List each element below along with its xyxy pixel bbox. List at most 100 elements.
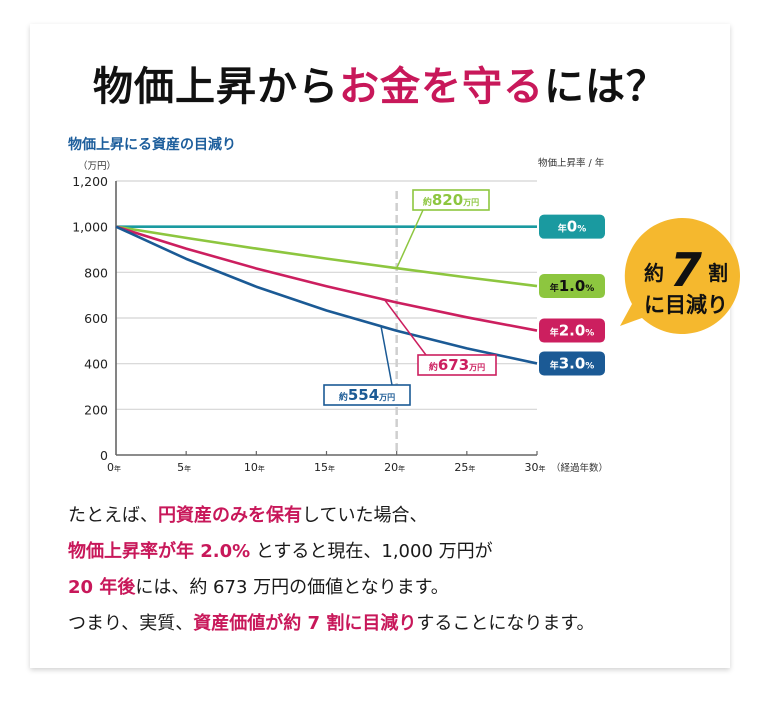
series-line-2: [115, 225, 538, 332]
x-tick-value: 5: [177, 461, 184, 474]
annotation-box: [323, 384, 411, 406]
y-tick-label: 800: [84, 265, 108, 280]
bubble-number: 7: [670, 243, 702, 297]
plain-text: には、約 673 万円の価値となります。: [135, 577, 449, 598]
plain-text: していた場合、: [302, 505, 428, 526]
x-tick-value: 25: [454, 461, 468, 474]
text-line: 物価上昇率が年 2.0% とすると現在、1,000 万円が: [68, 534, 718, 570]
annotation-box: [417, 354, 497, 376]
badge-value: 1.0: [559, 277, 586, 295]
badge-value: 3.0: [559, 354, 586, 372]
legend-badge-3: [539, 351, 605, 376]
plain-text: とすると現在、1,000 万円が: [250, 541, 493, 562]
x-tick-label: 5年: [177, 461, 191, 474]
x-tick-suffix: 年: [539, 464, 546, 473]
x-tick-suffix: 年: [258, 464, 265, 473]
x-tick-suffix: 年: [398, 464, 405, 473]
infographic-card: 物価上昇からお金を守るには？ 物価上昇にる資産の目減り 0 200 400 600 80…: [30, 24, 740, 668]
legend-badge-1: [539, 274, 605, 299]
annotation-box: [412, 189, 490, 211]
y-tick-label: 1,200: [72, 174, 108, 189]
legend-badge-2: [539, 318, 605, 343]
text-line: たとえば、円資産のみを保有していた場合、: [68, 498, 718, 534]
badge-suffix: %: [577, 225, 586, 235]
badge-suffix: %: [585, 284, 594, 294]
x-tick-label: 15年: [314, 461, 335, 474]
x-tick-label: 25年: [454, 461, 475, 474]
x-tick-suffix: 年: [114, 464, 121, 473]
highlight-text: 物価上昇率が年 2.0%: [68, 541, 251, 562]
speech-bubble: 約 7 割 に目減り: [620, 214, 745, 339]
y-axis-unit: （万円）: [78, 160, 116, 172]
y-tick-label: 600: [84, 311, 108, 326]
annotation-value: 554: [348, 386, 379, 404]
title-post: には？: [544, 64, 667, 110]
page-title: 物価上昇からお金を守るには？: [30, 54, 730, 112]
annotation-unit: 万円: [462, 198, 479, 207]
badge-value: 0: [567, 218, 577, 236]
x-tick-label: 20年: [384, 461, 405, 474]
text-line: つまり、実質、資産価値が約 7 割に目減りすることになります。: [68, 606, 718, 642]
annotation-unit: 万円: [378, 393, 395, 402]
annotation-label: 約673万円: [429, 356, 485, 374]
y-tick-label: 0: [100, 448, 108, 463]
badge-suffix: %: [585, 361, 594, 371]
x-tick-suffix: 年: [468, 464, 475, 473]
annotation-label: 約554万円: [339, 386, 395, 404]
annotation-unit: 万円: [468, 363, 485, 372]
x-tick-value: 15: [314, 461, 328, 474]
x-tick-value: 0: [107, 461, 114, 474]
series-line-3: [115, 225, 538, 365]
text-line: 20 年後には、約 673 万円の価値となります。: [68, 570, 718, 606]
annotation-value: 673: [438, 356, 469, 374]
badge-value: 2.0: [559, 322, 586, 340]
plain-text: つまり、実質、: [68, 613, 194, 634]
annotation-leader: [395, 209, 424, 269]
badge-prefix: 年: [550, 327, 559, 339]
explanation-text: たとえば、円資産のみを保有していた場合、 物価上昇率が年 2.0% とすると現在、…: [68, 498, 718, 642]
highlight-text: 円資産のみを保有: [158, 505, 302, 526]
x-tick-value: 10: [244, 461, 258, 474]
title-highlight: お金を守る: [339, 64, 544, 110]
highlight-text: 20 年後: [68, 577, 136, 598]
badge-prefix: 年: [550, 359, 559, 371]
x-tick-suffix: 年: [328, 464, 335, 473]
bubble-shape: [620, 218, 740, 334]
x-tick-value: 30: [525, 461, 539, 474]
legend-badge-label: 年3.0%: [550, 354, 595, 372]
plain-text: たとえば、: [68, 505, 158, 526]
annotation-prefix: 約: [339, 391, 348, 403]
annotation-prefix: 約: [423, 196, 432, 208]
bubble-prefix: 約: [644, 261, 664, 285]
legend-title: 物価上昇率 / 年: [538, 157, 605, 169]
bubble-suffix: 割: [708, 261, 728, 285]
x-tick-label: 0年: [107, 461, 121, 474]
legend-badge-label: 年2.0%: [550, 322, 595, 340]
title-pre: 物価上昇から: [93, 64, 339, 110]
y-tick-label: 400: [84, 357, 108, 372]
legend-badge-label: 年1.0%: [550, 277, 595, 295]
legend-badge-label: 年0%: [558, 218, 586, 236]
plain-text: することになります。: [416, 613, 595, 634]
annotation-leader: [380, 325, 393, 386]
y-tick-label: 200: [84, 402, 108, 417]
bubble-line2: に目減り: [644, 293, 728, 317]
annotation-value: 820: [432, 191, 463, 209]
badge-suffix: %: [585, 329, 594, 339]
legend-badge-0: [539, 214, 605, 239]
series-line-1: [115, 225, 538, 288]
x-tick-label: 10年: [244, 461, 265, 474]
x-tick-label: 30年: [525, 461, 546, 474]
highlight-text: 資産価値が約 7 割に目減り: [193, 613, 417, 634]
annotation-prefix: 約: [429, 361, 438, 373]
x-tick-value: 20: [384, 461, 398, 474]
annotation-leader: [383, 298, 427, 356]
badge-prefix: 年: [550, 282, 559, 294]
badge-prefix: 年: [558, 223, 567, 235]
annotation-label: 約820万円: [423, 191, 479, 209]
chart-title: 物価上昇にる資産の目減り: [68, 137, 236, 153]
x-tick-suffix: 年: [184, 464, 191, 473]
x-axis-label: （経過年数）: [551, 462, 608, 474]
y-tick-label: 1,000: [72, 220, 108, 235]
